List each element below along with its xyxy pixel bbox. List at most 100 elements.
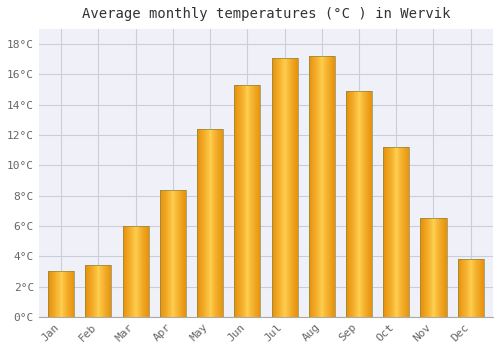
Bar bbox=[272, 58, 297, 317]
Bar bbox=[48, 271, 49, 317]
Bar bbox=[61, 271, 62, 317]
Bar bbox=[86, 265, 112, 317]
Bar bbox=[383, 147, 384, 317]
Bar bbox=[394, 147, 395, 317]
Bar bbox=[249, 85, 250, 317]
Bar bbox=[420, 218, 421, 317]
Bar bbox=[426, 218, 427, 317]
Bar bbox=[205, 129, 206, 317]
Bar bbox=[467, 259, 468, 317]
Bar bbox=[209, 129, 210, 317]
Bar bbox=[385, 147, 386, 317]
Bar bbox=[331, 56, 332, 317]
Bar bbox=[257, 85, 258, 317]
Bar bbox=[370, 91, 371, 317]
Bar bbox=[296, 58, 297, 317]
Bar bbox=[392, 147, 393, 317]
Bar bbox=[162, 190, 163, 317]
Bar bbox=[70, 271, 71, 317]
Bar bbox=[273, 58, 274, 317]
Bar bbox=[143, 226, 144, 317]
Bar bbox=[472, 259, 473, 317]
Bar bbox=[356, 91, 357, 317]
Bar bbox=[387, 147, 388, 317]
Bar bbox=[348, 91, 349, 317]
Bar bbox=[108, 265, 109, 317]
Bar bbox=[279, 58, 280, 317]
Bar bbox=[320, 56, 322, 317]
Bar bbox=[239, 85, 240, 317]
Bar bbox=[483, 259, 484, 317]
Bar bbox=[285, 58, 286, 317]
Bar bbox=[323, 56, 324, 317]
Bar bbox=[214, 129, 215, 317]
Bar bbox=[221, 129, 222, 317]
Bar bbox=[126, 226, 127, 317]
Bar bbox=[235, 85, 236, 317]
Bar bbox=[201, 129, 202, 317]
Bar bbox=[479, 259, 480, 317]
Bar bbox=[256, 85, 257, 317]
Bar bbox=[361, 91, 362, 317]
Bar bbox=[407, 147, 408, 317]
Bar bbox=[207, 129, 208, 317]
Bar bbox=[234, 85, 235, 317]
Bar bbox=[363, 91, 364, 317]
Bar bbox=[404, 147, 405, 317]
Bar bbox=[197, 129, 198, 317]
Bar bbox=[310, 56, 311, 317]
Bar bbox=[333, 56, 334, 317]
Bar bbox=[478, 259, 479, 317]
Bar bbox=[428, 218, 429, 317]
Bar bbox=[438, 218, 439, 317]
Bar bbox=[384, 147, 385, 317]
Bar bbox=[459, 259, 460, 317]
Bar bbox=[62, 271, 63, 317]
Bar bbox=[330, 56, 331, 317]
Bar bbox=[102, 265, 103, 317]
Bar bbox=[222, 129, 223, 317]
Bar bbox=[248, 85, 249, 317]
Bar bbox=[442, 218, 443, 317]
Bar bbox=[172, 190, 173, 317]
Bar bbox=[63, 271, 64, 317]
Bar bbox=[465, 259, 466, 317]
Bar bbox=[164, 190, 165, 317]
Bar bbox=[433, 218, 434, 317]
Bar bbox=[468, 259, 469, 317]
Bar bbox=[160, 190, 161, 317]
Bar bbox=[247, 85, 248, 317]
Bar bbox=[436, 218, 437, 317]
Bar bbox=[359, 91, 360, 317]
Bar bbox=[169, 190, 170, 317]
Bar bbox=[134, 226, 135, 317]
Bar bbox=[391, 147, 392, 317]
Bar bbox=[350, 91, 351, 317]
Bar bbox=[289, 58, 290, 317]
Bar bbox=[312, 56, 313, 317]
Bar bbox=[141, 226, 142, 317]
Bar bbox=[409, 147, 410, 317]
Bar bbox=[241, 85, 242, 317]
Bar bbox=[295, 58, 296, 317]
Bar bbox=[308, 56, 335, 317]
Bar bbox=[435, 218, 436, 317]
Bar bbox=[215, 129, 216, 317]
Bar bbox=[185, 190, 186, 317]
Bar bbox=[64, 271, 65, 317]
Bar bbox=[72, 271, 73, 317]
Bar bbox=[242, 85, 243, 317]
Bar bbox=[458, 259, 483, 317]
Bar bbox=[349, 91, 350, 317]
Bar bbox=[199, 129, 200, 317]
Bar bbox=[395, 147, 396, 317]
Bar bbox=[166, 190, 167, 317]
Bar bbox=[444, 218, 445, 317]
Bar bbox=[204, 129, 205, 317]
Bar bbox=[179, 190, 180, 317]
Bar bbox=[311, 56, 312, 317]
Bar bbox=[198, 129, 199, 317]
Bar bbox=[213, 129, 214, 317]
Bar bbox=[132, 226, 133, 317]
Bar bbox=[106, 265, 107, 317]
